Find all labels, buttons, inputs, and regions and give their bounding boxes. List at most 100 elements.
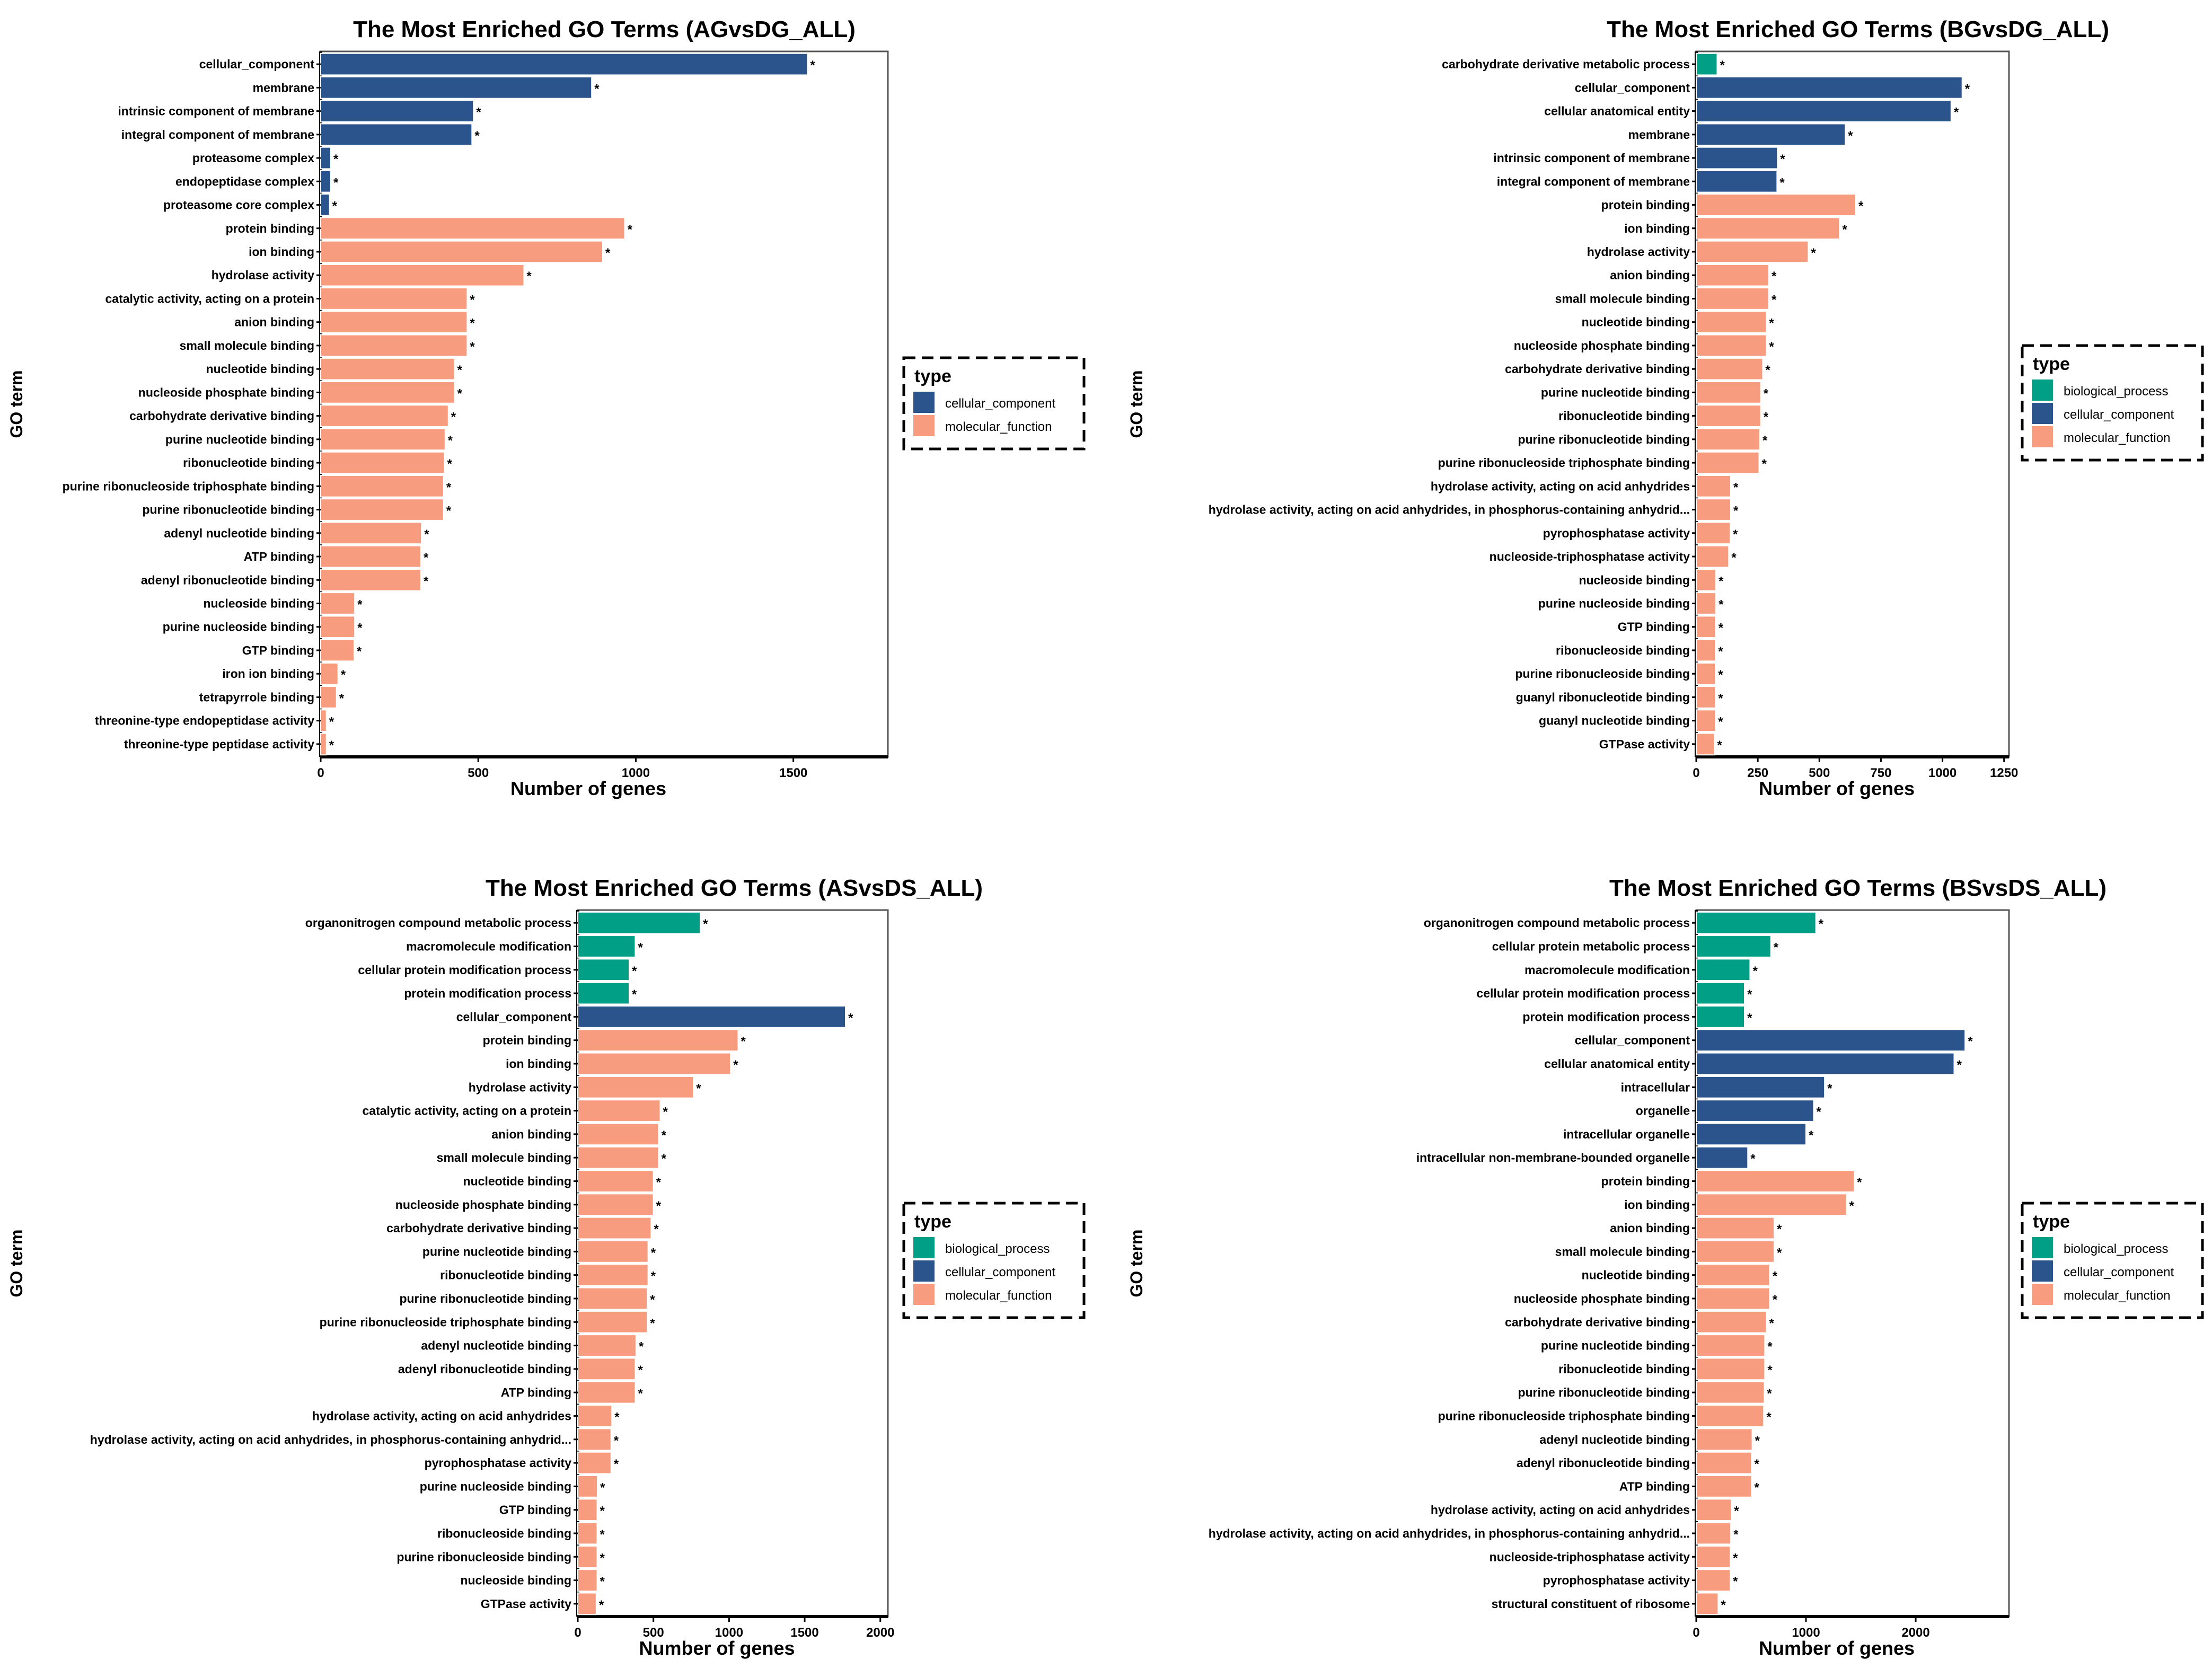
chart-title: The Most Enriched GO Terms (AGvsDG_ALL) — [353, 16, 856, 42]
legend-title: type — [914, 366, 951, 386]
x-tick-label: 1250 — [1990, 766, 2018, 780]
y-tick-label: iron ion binding — [222, 667, 314, 681]
y-tick-label: purine ribonucleotide binding — [142, 503, 314, 517]
y-tick-label: membrane — [1628, 128, 1690, 142]
significance-marker: * — [663, 1105, 668, 1119]
bar — [320, 592, 356, 615]
bar — [1696, 911, 1817, 934]
bar — [320, 545, 422, 568]
y-tick-label: GTPase activity — [1599, 737, 1690, 751]
bar — [1696, 311, 1767, 334]
legend-swatch-biological-process — [2032, 1237, 2053, 1258]
bar — [1696, 428, 1760, 451]
y-tick-label: purine ribonucleoside triphosphate bindi… — [1438, 456, 1690, 470]
bar — [577, 1592, 597, 1616]
y-tick-label: hydrolase activity, acting on acid anhyd… — [1431, 479, 1690, 493]
bar — [1696, 334, 1767, 357]
bar — [577, 911, 701, 934]
bar — [320, 170, 332, 193]
bar — [1696, 662, 1716, 685]
y-tick-label: adenyl nucleotide binding — [1539, 1433, 1690, 1446]
x-tick-label: 1000 — [622, 766, 650, 780]
y-tick-label: organonitrogen compound metabolic proces… — [1424, 916, 1690, 930]
significance-marker: * — [1761, 457, 1767, 471]
bar — [577, 1099, 661, 1122]
bar — [577, 1334, 637, 1357]
y-tick-label: small molecule binding — [1555, 292, 1690, 305]
y-tick-label: carbohydrate derivative binding — [1505, 362, 1690, 376]
significance-marker: * — [1772, 269, 1777, 284]
bar — [577, 1545, 598, 1568]
bar — [1696, 1545, 1731, 1568]
y-tick-label: carbohydrate derivative binding — [386, 1221, 571, 1235]
bar — [320, 100, 474, 122]
bar — [320, 381, 455, 404]
significance-marker: * — [357, 597, 363, 612]
bar — [320, 146, 332, 170]
significance-marker: * — [1769, 340, 1774, 354]
legend: type biological_process cellular_component… — [2021, 344, 2204, 462]
bar — [320, 311, 468, 334]
significance-marker: * — [1848, 129, 1853, 143]
bar — [577, 1123, 659, 1146]
significance-marker: * — [650, 1293, 655, 1307]
significance-marker: * — [650, 1316, 655, 1330]
significance-marker: * — [632, 987, 637, 1002]
bar — [1696, 76, 1963, 99]
legend-swatch-cellular-component — [2032, 403, 2053, 424]
plot-panel-border — [320, 50, 889, 758]
significance-marker: * — [654, 1222, 659, 1237]
y-tick-label: small molecule binding — [1555, 1244, 1690, 1258]
bar — [1696, 1287, 1770, 1310]
bar — [320, 217, 625, 240]
y-tick-label: threonine-type endopeptidase activity — [95, 714, 314, 728]
y-tick-label: nucleoside binding — [1579, 573, 1690, 587]
bar — [577, 1146, 659, 1169]
significance-marker: * — [476, 105, 481, 120]
legend-label: cellular_component — [945, 1265, 1055, 1279]
y-tick-label: nucleoside binding — [460, 1574, 571, 1587]
legend-label: biological_process — [945, 1242, 1050, 1256]
y-tick-label: hydrolase activity, acting on acid anhyd… — [1209, 503, 1690, 517]
significance-marker: * — [1733, 1528, 1739, 1542]
y-tick-label: protein binding — [226, 222, 314, 235]
bar — [1696, 1569, 1731, 1592]
legend-label: molecular_function — [945, 420, 1052, 434]
significance-marker: * — [1733, 527, 1738, 542]
significance-marker: * — [594, 82, 600, 96]
significance-marker: * — [1858, 199, 1864, 214]
y-tick-label: ion binding — [1624, 222, 1690, 235]
significance-marker: * — [1819, 917, 1824, 931]
significance-marker: * — [1773, 1293, 1778, 1307]
significance-marker: * — [638, 940, 643, 955]
y-tick-label: purine ribonucleotide binding — [1518, 1385, 1690, 1399]
y-tick-label: cellular_component — [1575, 1034, 1690, 1047]
y-tick-label: organelle — [1636, 1104, 1690, 1118]
y-tick-label: purine nucleoside binding — [163, 620, 314, 634]
significance-marker: * — [1849, 1199, 1855, 1213]
significance-marker: * — [1747, 1011, 1752, 1025]
y-tick-label: integral component of membrane — [1497, 174, 1690, 188]
bar — [1696, 1522, 1732, 1545]
y-axis-title: GO term — [1127, 370, 1146, 438]
legend-title: type — [2033, 354, 2070, 374]
significance-marker: * — [1755, 1457, 1760, 1471]
significance-marker: * — [1957, 1058, 1962, 1072]
y-axis-title: GO term — [7, 370, 26, 438]
significance-marker: * — [600, 1480, 605, 1495]
significance-marker: * — [1954, 105, 1959, 120]
y-tick-label: hydrolase activity — [469, 1080, 572, 1094]
significance-marker: * — [1718, 668, 1723, 682]
bar — [577, 1522, 598, 1545]
legend-label: cellular_component — [2064, 1265, 2174, 1279]
y-tick-label: GTPase activity — [481, 1597, 572, 1611]
bar — [320, 615, 356, 639]
significance-marker: * — [1755, 1434, 1760, 1448]
significance-marker: * — [526, 269, 532, 284]
y-tick-label: protein binding — [1601, 198, 1690, 212]
chart-panel-1: The Most Enriched GO Terms (AGvsDG_ALL)c… — [7, 16, 1086, 799]
significance-marker: * — [656, 1199, 662, 1213]
bar — [577, 1193, 654, 1216]
y-tick-label: purine nucleoside binding — [1538, 596, 1690, 610]
bar — [1696, 732, 1715, 756]
